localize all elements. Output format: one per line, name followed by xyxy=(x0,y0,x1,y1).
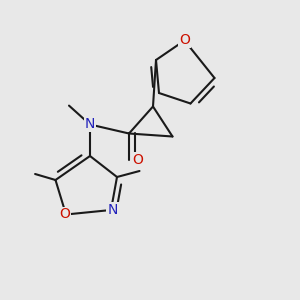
Text: O: O xyxy=(59,208,70,221)
Text: N: N xyxy=(85,118,95,131)
Text: O: O xyxy=(179,34,190,47)
Text: N: N xyxy=(107,203,118,217)
Text: O: O xyxy=(133,153,143,166)
